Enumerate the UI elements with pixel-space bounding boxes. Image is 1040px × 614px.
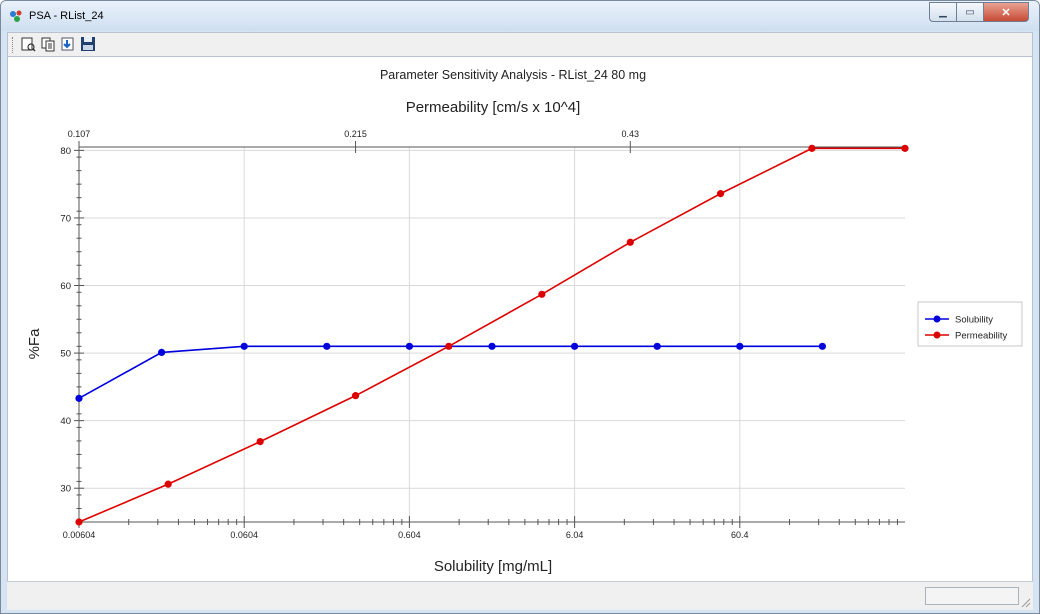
data-point-solubility	[240, 342, 248, 350]
window-title: PSA - RList_24	[29, 10, 104, 22]
top-axis-title: Permeability [cm/s x 10^4]	[406, 99, 581, 116]
data-point-permeability	[808, 144, 816, 152]
minimize-button[interactable]: ▁	[929, 2, 956, 22]
axes: 30 40 50 60 70 80 0.00604 0.0604 0.604 6.04 60.4 0.…	[60, 129, 905, 540]
maximize-button[interactable]: ▭	[956, 2, 983, 22]
minimize-icon: ▁	[939, 6, 947, 18]
data-point-solubility	[818, 342, 826, 350]
y-tick-label: 40	[60, 416, 71, 427]
data-point-permeability	[716, 190, 725, 198]
data-point-permeability	[256, 437, 264, 446]
toolbar	[7, 32, 1033, 57]
data-point-solubility	[75, 394, 83, 402]
chart-area: Parameter Sensitivity Analysis - RList_2…	[7, 56, 1033, 582]
maximize-icon: ▭	[965, 6, 975, 18]
x-tick-label: 0.604	[398, 530, 421, 540]
x-tick-label: 6.04	[566, 530, 584, 540]
series-line-solubility	[78, 345, 823, 400]
data-point-permeability	[626, 238, 634, 246]
print-preview-icon[interactable]	[20, 36, 36, 52]
bottom-axis-title: Solubility [mg/mL]	[434, 558, 552, 575]
data-point-solubility	[571, 342, 579, 350]
save-icon[interactable]	[80, 36, 96, 52]
legend-label: Permeability	[955, 331, 1008, 342]
y-tick-label: 60	[60, 281, 71, 292]
data-point-permeability	[75, 518, 83, 526]
x2-tick-label: 0.107	[68, 129, 91, 139]
y-axis-title: %Fa	[26, 328, 43, 360]
status-panel	[925, 587, 1019, 605]
close-icon: ✕	[1001, 6, 1011, 19]
legend-marker	[933, 315, 941, 323]
x-tick-label: 0.00604	[63, 530, 96, 540]
chart-title: Parameter Sensitivity Analysis - RList_2…	[380, 68, 646, 82]
legend-box	[917, 301, 1023, 347]
window-controls: ▁ ▭ ✕	[929, 2, 1029, 22]
series	[75, 144, 909, 526]
chart-canvas: Parameter Sensitivity Analysis - RList_2…	[26, 68, 1023, 575]
data-point-solubility	[405, 342, 413, 350]
resize-grip-icon[interactable]	[1021, 598, 1031, 608]
x-tick-label: 0.0604	[230, 530, 258, 540]
toolbar-grip	[12, 37, 15, 53]
data-point-solubility	[488, 342, 496, 350]
y-tick-label: 70	[60, 213, 71, 224]
y-tick-label: 80	[60, 146, 71, 157]
legend-marker	[933, 331, 941, 339]
series-line-permeability	[78, 147, 905, 523]
grid	[79, 147, 905, 522]
status-bar	[7, 581, 1033, 610]
data-point-permeability	[164, 480, 172, 488]
data-point-permeability	[351, 392, 360, 400]
y-tick-label: 50	[60, 349, 71, 360]
data-point-solubility	[323, 342, 331, 350]
data-point-solubility	[736, 342, 744, 350]
x-tick-label: 60.4	[731, 530, 749, 540]
data-point-permeability	[538, 290, 546, 298]
x2-tick-label: 0.215	[344, 129, 367, 139]
x2-tick-label: 0.43	[622, 129, 640, 139]
data-point-permeability	[445, 342, 453, 350]
app-icon	[10, 10, 22, 22]
legend-label: Solubility	[955, 315, 993, 326]
y-tick-label: 30	[60, 484, 71, 495]
data-point-solubility	[653, 342, 661, 350]
data-point-permeability	[901, 144, 909, 152]
export-icon[interactable]	[60, 36, 76, 52]
title-bar: PSA - RList_24 ▁ ▭ ✕	[1, 1, 1039, 31]
close-button[interactable]: ✕	[983, 2, 1029, 22]
copy-icon[interactable]	[40, 36, 56, 52]
data-point-solubility	[157, 348, 166, 357]
legend: Solubility Permeability	[917, 301, 1023, 347]
